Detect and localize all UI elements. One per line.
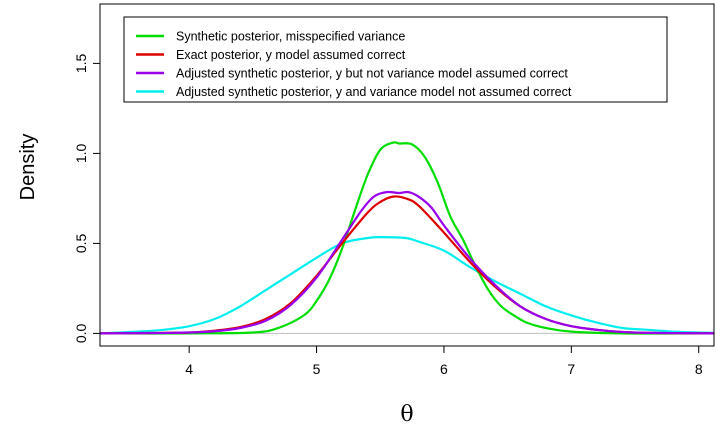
series-line-1 [99, 195, 715, 335]
x-tick-label: 4 [185, 361, 193, 377]
y-axis-title: Density [17, 134, 39, 201]
y-tick-label: 0.0 [73, 323, 89, 343]
plot-frame [99, 3, 715, 347]
x-tick-label: 5 [313, 361, 321, 377]
series-line-3 [99, 235, 715, 335]
legend: Synthetic posterior, misspecified varian… [123, 16, 668, 103]
legend-label: Adjusted synthetic posterior, y and vari… [176, 85, 572, 99]
x-tick-label: 6 [440, 361, 448, 377]
x-axis-title: θ [400, 402, 413, 427]
x-tick-label: 8 [695, 361, 703, 377]
legend-label: Adjusted synthetic posterior, y but not … [176, 67, 568, 81]
legend-box [123, 16, 668, 103]
x-tick-label: 7 [567, 361, 575, 377]
legend-label: Synthetic posterior, misspecified varian… [176, 30, 405, 44]
y-tick-label: 0.5 [73, 233, 89, 253]
y-tick-label: 1.5 [73, 53, 89, 73]
x-axis: 4 5 6 7 8 [185, 346, 703, 377]
y-axis: 0.0 0.5 1.0 1.5 [73, 53, 100, 343]
series-line-0 [99, 141, 715, 335]
series-layer [99, 141, 715, 335]
y-tick-label: 1.0 [73, 143, 89, 163]
legend-label: Exact posterior, y model assumed correct [176, 48, 406, 62]
series-line-2 [99, 190, 715, 335]
